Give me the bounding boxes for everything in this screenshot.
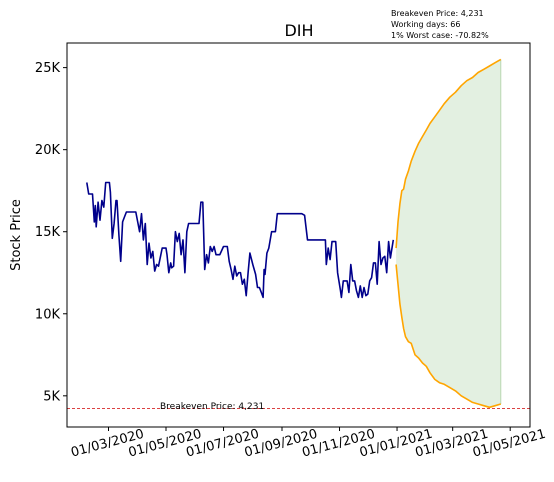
price-history-line bbox=[86, 181, 395, 299]
y-tick-label: 5K bbox=[43, 389, 60, 404]
forecast-band bbox=[396, 59, 501, 408]
plot-area bbox=[67, 58, 530, 409]
plot-frame bbox=[66, 42, 531, 428]
chart-title: DIH bbox=[284, 21, 313, 40]
y-axis: 5K 10K 15K 20K 25K bbox=[35, 61, 67, 404]
info-line-working-days: Working days: 66 bbox=[391, 20, 460, 29]
y-tick-label: 15K bbox=[35, 225, 61, 240]
x-axis: 01/03/202001/05/202001/07/202001/09/2020… bbox=[69, 427, 547, 461]
y-axis-label: Stock Price bbox=[9, 199, 24, 271]
y-tick-label: 25K bbox=[35, 61, 61, 76]
breakeven-label: Breakeven Price: 4,231 bbox=[160, 402, 264, 412]
forecast-upper-line bbox=[395, 58, 502, 249]
info-line-worst-case: 1% Worst case: -70.82% bbox=[391, 31, 489, 40]
y-tick-label: 10K bbox=[35, 307, 61, 322]
info-box: Breakeven Price: 4,231 Working days: 66 … bbox=[391, 9, 489, 40]
info-line-breakeven: Breakeven Price: 4,231 bbox=[391, 9, 484, 18]
forecast-lower-line bbox=[395, 264, 502, 409]
y-tick-label: 20K bbox=[35, 143, 61, 158]
